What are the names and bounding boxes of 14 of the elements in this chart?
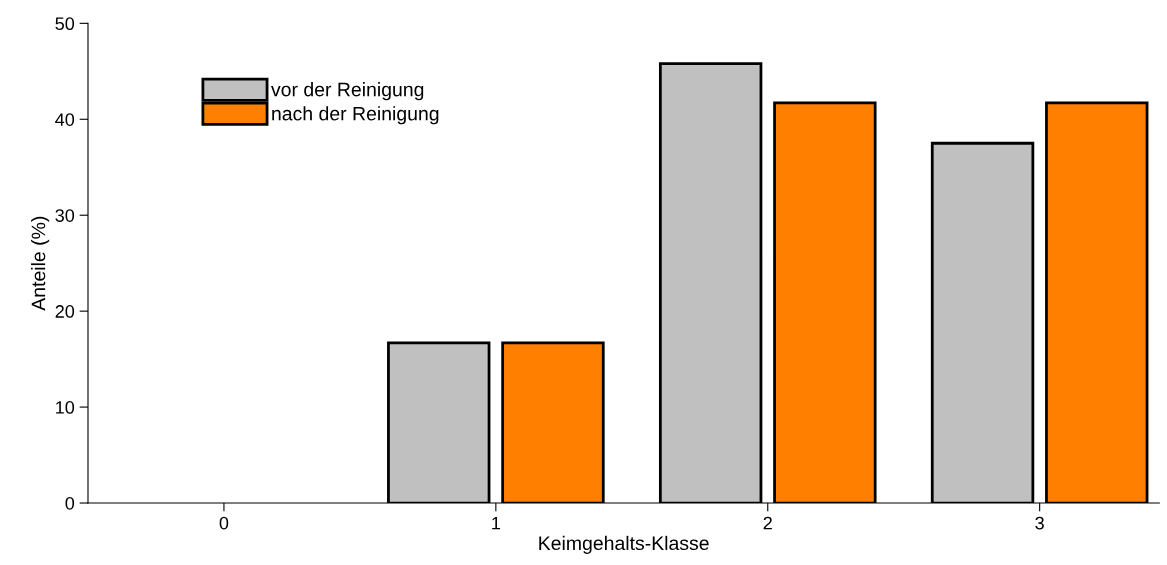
y-tick-label: 30 [55, 209, 75, 222]
y-tick-label: 10 [56, 401, 75, 414]
y-tick-label: 20 [55, 305, 75, 318]
legend-label: nach der Reinigung [272, 106, 439, 125]
x-tick-label: 0 [219, 516, 229, 530]
x-axis-title: Keimgehalts-Klasse [539, 535, 709, 554]
x-tick-label: 1 [492, 516, 500, 530]
y-axis-title: Anteile (%) [31, 216, 50, 311]
x-tick-label: 3 [1035, 516, 1044, 530]
y-tick-label: 40 [55, 113, 75, 126]
x-tick-label: 2 [763, 516, 772, 530]
y-tick-label: 50 [55, 17, 75, 31]
legend-label: vor der Reinigung [271, 82, 424, 101]
y-tick-label: 0 [65, 496, 75, 510]
